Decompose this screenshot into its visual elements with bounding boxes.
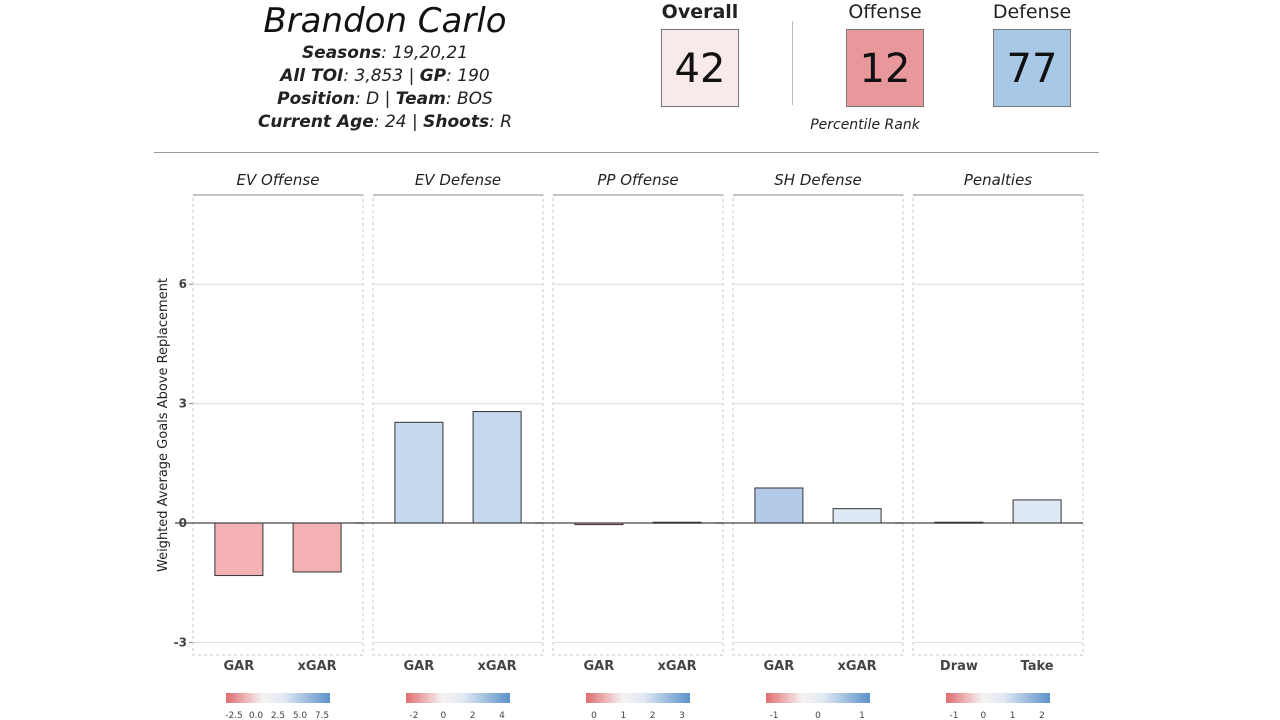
color-legend-tick: 0 (440, 711, 446, 720)
team-value: : BOS (445, 89, 493, 109)
age-value: : 24 | (373, 112, 424, 132)
color-legend-tick: 4 (499, 711, 505, 720)
color-legend-tick: 0 (815, 711, 821, 720)
panel-frame (732, 194, 904, 656)
toi-value: : 3,853 | (343, 66, 420, 86)
color-legend-tick: 1 (620, 711, 626, 720)
position-team-line: Position: D | Team: BOS (240, 88, 530, 111)
color-legend-tick: 1 (859, 711, 865, 720)
bar-gar (394, 421, 444, 524)
x-tick-label: xGAR (298, 659, 337, 674)
gp-value: : 190 (446, 66, 490, 86)
panel-title: EV Defense (415, 171, 501, 189)
panel-frame (912, 194, 1084, 656)
color-legend-tick: 5.0 (293, 711, 308, 720)
panel-penalties: Penalties Draw Take -1 0 1 2 (895, 171, 1084, 720)
svg-text:3: 3 (179, 397, 187, 411)
chart-panels: EV Offense GAR xGAR -2.5 0.0 2.5 5.0 7.5 EV Defe… (175, 171, 1084, 720)
shoots-label: Shoots (423, 112, 490, 132)
panel-title: PP Offense (597, 171, 678, 189)
color-legend-tick: 7.5 (315, 711, 329, 720)
color-legend-tick: 0 (980, 711, 986, 720)
panel-ev-defense: EV Defense GAR xGAR -2 0 2 4 (355, 171, 544, 720)
age-label: Current Age (257, 112, 374, 132)
bar-gar (214, 522, 264, 577)
x-tick-label: xGAR (658, 659, 697, 674)
player-info: Brandon Carlo Seasons: 19,20,21 All TOI:… (240, 0, 530, 134)
bar-xgar (472, 411, 522, 524)
defense-rating-box: 77 (993, 29, 1071, 107)
color-legend-tick: 2 (470, 711, 476, 720)
x-tick-label: xGAR (838, 659, 877, 674)
toi-gp-line: All TOI: 3,853 | GP: 190 (240, 65, 530, 88)
y-tick: 6 (179, 277, 193, 291)
color-legend-tick: 2.5 (271, 711, 285, 720)
color-legend-tick: 2 (650, 711, 656, 720)
panel-frame (552, 194, 724, 656)
panel-ev-offense: EV Offense GAR xGAR -2.5 0.0 2.5 5.0 7.5 (175, 171, 364, 720)
panel-frame (192, 194, 364, 656)
x-tick-label: GAR (224, 659, 255, 674)
panel-title: Penalties (964, 171, 1032, 189)
color-legend-tick: 0 (591, 711, 597, 720)
color-legend-bar (946, 693, 1050, 703)
overall-rating-box: 42 (661, 29, 739, 107)
defense-label: Defense (992, 1, 1072, 23)
svg-text:-3: -3 (174, 635, 187, 649)
x-tick-label: GAR (404, 659, 435, 674)
x-tick-label: GAR (584, 659, 615, 674)
gp-label: GP (419, 66, 447, 86)
overall-label: Overall (661, 1, 739, 23)
seasons-value: : 19,20,21 (381, 43, 469, 63)
color-legend-tick: 2 (1039, 711, 1045, 720)
bar-gar (754, 487, 804, 524)
y-tick: -3 (174, 635, 193, 649)
color-legend-tick: -1 (950, 711, 959, 720)
header-divider (792, 21, 793, 105)
x-tick-label: xGAR (478, 659, 517, 674)
seasons-label: Seasons (301, 43, 382, 63)
panel-title: EV Offense (237, 171, 320, 189)
seasons-line: Seasons: 19,20,21 (240, 42, 530, 65)
color-legend-tick: 3 (679, 711, 685, 720)
y-tick: 3 (179, 397, 193, 411)
color-legend-tick: -2 (410, 711, 419, 720)
color-legend-bar (226, 693, 330, 703)
color-legend-tick: 1 (1010, 711, 1016, 720)
shoots-value: : R (489, 112, 513, 132)
x-tick-label: GAR (764, 659, 795, 674)
color-legend-tick: 0.0 (249, 711, 264, 720)
toi-label: All TOI (280, 66, 344, 86)
panel-pp-offense: PP Offense GAR xGAR 0 1 2 3 (535, 171, 724, 720)
age-shoots-line: Current Age: 24 | Shoots: R (240, 111, 530, 134)
color-legend-bar (406, 693, 510, 703)
color-legend-bar (766, 693, 870, 703)
percentile-rank-label: Percentile Rank (810, 117, 920, 133)
team-label: Team (395, 89, 446, 109)
x-tick-label: Draw (940, 659, 978, 674)
color-legend-tick: -2.5 (225, 711, 243, 720)
offense-rating-box: 12 (846, 29, 924, 107)
bar-xgar (292, 522, 342, 573)
bar-xgar (832, 508, 882, 524)
bar-take (1012, 499, 1062, 524)
panel-sh-defense: SH Defense GAR xGAR -1 0 1 (715, 171, 904, 720)
position-label: Position (277, 89, 355, 109)
offense-label: Offense (848, 1, 922, 23)
color-legend-bar (586, 693, 690, 703)
position-value: : D | (354, 89, 396, 109)
panel-title: SH Defense (774, 171, 861, 189)
x-tick-label: Take (1021, 659, 1054, 674)
header-rule (154, 152, 1099, 153)
svg-text:6: 6 (179, 277, 187, 291)
y-axis-label: Weighted Average Goals Above Replacement (156, 278, 171, 572)
color-legend-tick: -1 (770, 711, 779, 720)
player-name: Brandon Carlo (263, 1, 507, 41)
